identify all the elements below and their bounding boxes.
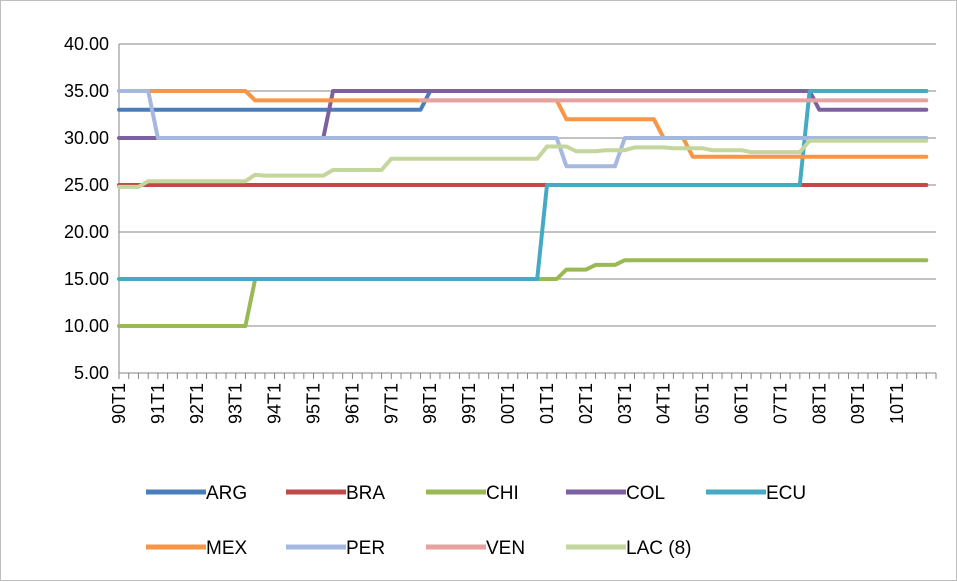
series-line-chi bbox=[117, 258, 929, 328]
y-tick-label: 40.00 bbox=[64, 34, 109, 54]
legend-label-mex: MEX bbox=[206, 538, 248, 559]
legend-label-arg: ARG bbox=[206, 483, 247, 504]
x-tick-label: 06T1 bbox=[731, 383, 751, 424]
axes: 5.00 10.00 15.00 20.00 25.00 30.00 35.00 40.00 9… bbox=[64, 34, 937, 424]
x-tick-label: 93T1 bbox=[226, 383, 246, 424]
y-tick-label: 5.00 bbox=[74, 363, 109, 383]
x-tick-label: 10T1 bbox=[887, 383, 907, 424]
y-tick-label: 30.00 bbox=[64, 128, 109, 148]
series-line-lac-8 bbox=[117, 138, 929, 189]
series-line-per bbox=[117, 89, 929, 169]
series-line-ecu bbox=[117, 89, 929, 281]
x-tick-label: 02T1 bbox=[576, 383, 596, 424]
x-tick-label: 98T1 bbox=[420, 383, 440, 424]
x-tick-label: 04T1 bbox=[654, 383, 674, 424]
x-tick-label: 09T1 bbox=[848, 383, 868, 424]
x-tick-label: 94T1 bbox=[265, 383, 285, 424]
legend-label-col: COL bbox=[626, 483, 665, 504]
x-tick-label: 03T1 bbox=[615, 383, 635, 424]
x-tick-label: 90T1 bbox=[109, 383, 129, 424]
x-tick-label: 97T1 bbox=[381, 383, 401, 424]
legend-label-ven: VEN bbox=[486, 538, 525, 559]
x-tick-label: 95T1 bbox=[304, 383, 324, 424]
x-tick-label: 08T1 bbox=[809, 383, 829, 424]
x-tick-label: 07T1 bbox=[770, 383, 790, 424]
legend-label-lac-8: LAC (8) bbox=[626, 538, 691, 559]
x-tick-label: 96T1 bbox=[342, 383, 362, 424]
y-tick-label: 25.00 bbox=[64, 175, 109, 195]
series-lines bbox=[117, 89, 929, 328]
legend-label-per: PER bbox=[346, 538, 385, 559]
y-tick-label: 35.00 bbox=[64, 81, 109, 101]
legend-label-ecu: ECU bbox=[766, 483, 806, 504]
x-tick-label: 00T1 bbox=[498, 383, 518, 424]
y-tick-label: 10.00 bbox=[64, 316, 109, 336]
y-tick-label: 20.00 bbox=[64, 222, 109, 242]
y-tick-label: 15.00 bbox=[64, 269, 109, 289]
x-tick-label: 92T1 bbox=[187, 383, 207, 424]
x-tick-label: 05T1 bbox=[693, 383, 713, 424]
legend: ARG BRA CHI COL ECU MEX PER VEN LAC (8) bbox=[146, 483, 806, 559]
x-tick-label: 91T1 bbox=[148, 383, 168, 424]
x-tick-label: 99T1 bbox=[459, 383, 479, 424]
legend-label-bra: BRA bbox=[346, 483, 385, 504]
legend-label-chi: CHI bbox=[486, 483, 519, 504]
x-tick-label: 01T1 bbox=[537, 383, 557, 424]
